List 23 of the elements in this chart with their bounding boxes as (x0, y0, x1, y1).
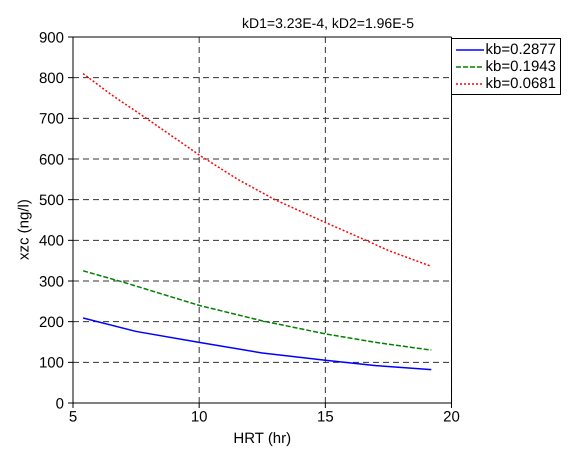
line-series (82, 317, 432, 370)
y-axis-title: xzc (ng/l) (15, 199, 32, 260)
y-tick-label: 700 (38, 110, 64, 128)
x-axis-title: HRT (hr) (233, 430, 292, 447)
chart-title: kD1=3.23E-4, kD2=1.96E-5 (242, 15, 414, 31)
x-tick-label: 5 (68, 408, 78, 426)
y-tick-label: 600 (38, 151, 64, 168)
line-series (82, 270, 432, 351)
y-tick-label: 900 (38, 29, 64, 46)
legend-label: kb=0.1943 (486, 58, 556, 75)
legend-label: kb=0.2877 (486, 41, 556, 58)
y-tick-label: 400 (38, 232, 64, 250)
x-tick-label: 15 (317, 408, 334, 426)
y-tick-label: 500 (38, 192, 64, 209)
legend-label: kb=0.0681 (486, 75, 556, 92)
y-tick-label: 800 (38, 70, 64, 87)
line-series (82, 72, 432, 268)
x-tick-label: 10 (190, 408, 208, 426)
y-tick-label: 300 (38, 273, 64, 290)
x-tick-label: 20 (443, 408, 460, 426)
y-tick-label: 100 (38, 354, 64, 372)
y-tick-label: 0 (56, 395, 64, 412)
y-tick-label: 200 (38, 314, 64, 331)
